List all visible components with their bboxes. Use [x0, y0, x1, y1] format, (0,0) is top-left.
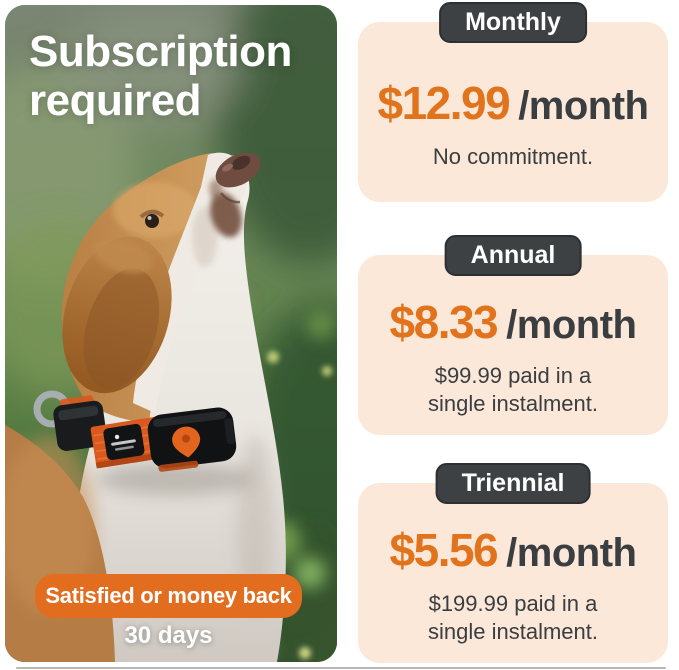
plan-note: $99.99 paid in a single instalment. [428, 363, 598, 416]
plan-badge-annual: Annual [444, 235, 582, 276]
plan-badge-triennial: Triennial [435, 463, 591, 504]
dog-nose [215, 152, 261, 188]
plan-note: No commitment. [432, 143, 594, 169]
gps-collar [33, 390, 237, 472]
dog-ear [62, 236, 172, 394]
plan-period: /month [506, 531, 637, 575]
plan-badge-monthly: Monthly [439, 2, 587, 43]
price-row: $5.56 /month [390, 523, 637, 577]
plan-period: /month [506, 303, 637, 347]
dog-photo [5, 5, 337, 662]
photo-panel: Subscription required Satisfied or money… [5, 5, 337, 662]
pricing-column: Monthly $12.99 /month No commitment. Ann… [358, 0, 668, 670]
brand-logo [114, 434, 120, 440]
beagle-dog [5, 152, 286, 662]
plan-card-annual: Annual $8.33 /month $99.99 paid in a sin… [358, 235, 668, 435]
bottom-divider [16, 667, 666, 669]
plan-price: $12.99 [377, 76, 510, 129]
plan-price: $8.33 [389, 296, 499, 348]
price-row: $12.99 /month [377, 76, 649, 130]
guarantee-duration-label: 30 days [124, 622, 213, 649]
plan-price: $5.56 [389, 524, 499, 576]
plan-card-monthly: Monthly $12.99 /month No commitment. [358, 2, 668, 202]
money-back-guarantee-button: Satisfied or money back [35, 574, 302, 618]
plan-card-triennial: Triennial $5.56 /month $199.99 paid in a… [358, 463, 668, 663]
price-row: $8.33 /month [390, 295, 637, 349]
plan-note: $199.99 paid in a single instalment. [428, 591, 598, 644]
gps-tracker [147, 407, 237, 472]
dog-eye [139, 209, 165, 228]
photo-title: Subscription required [29, 27, 292, 126]
plan-period: /month [518, 83, 649, 128]
